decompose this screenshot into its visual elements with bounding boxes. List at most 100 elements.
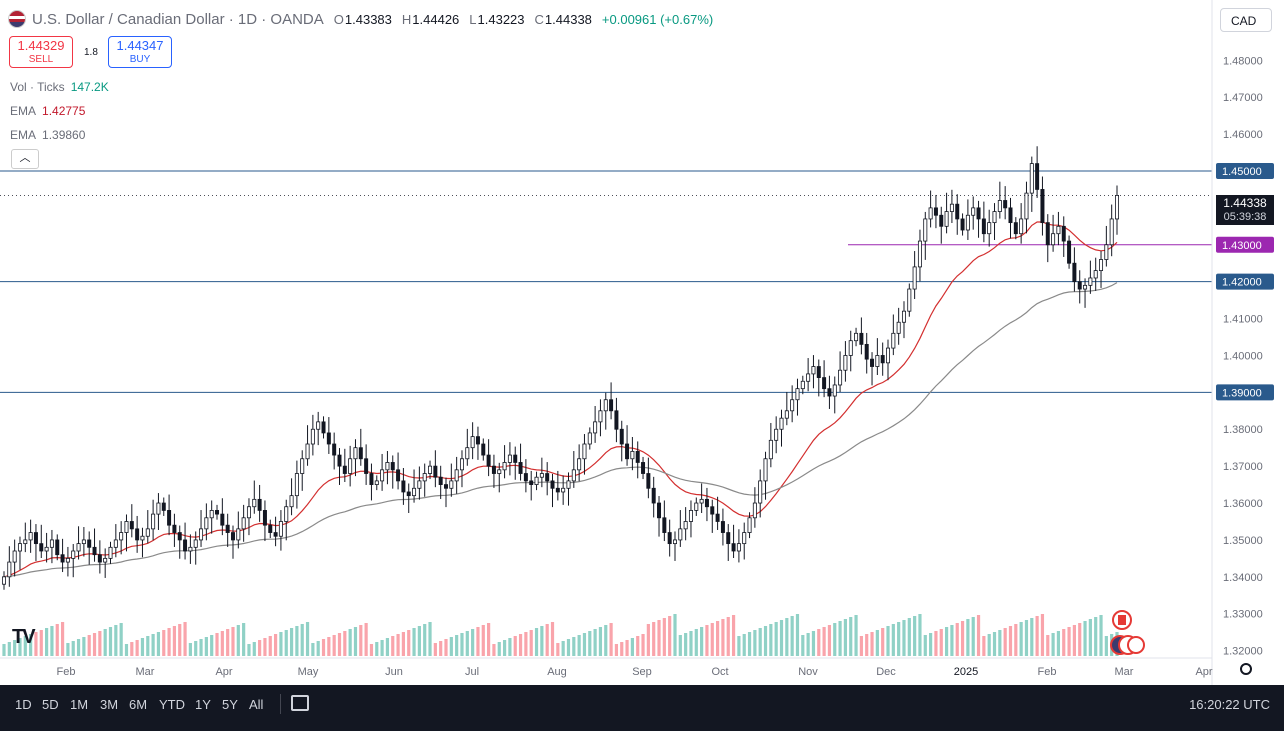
candle[interactable] — [646, 457, 651, 499]
candle[interactable] — [1088, 260, 1093, 294]
timeframe-3m-button[interactable]: 3M — [100, 697, 119, 712]
candle[interactable] — [71, 543, 76, 578]
candle[interactable] — [2, 571, 6, 590]
candle[interactable] — [39, 524, 44, 559]
candle[interactable] — [917, 229, 922, 282]
candle[interactable] — [731, 524, 736, 559]
candle[interactable] — [124, 514, 129, 552]
candle[interactable] — [284, 499, 289, 541]
candle[interactable] — [609, 382, 614, 420]
candle[interactable] — [747, 512, 752, 539]
candle[interactable] — [204, 503, 209, 541]
candle[interactable] — [481, 438, 486, 461]
candle[interactable] — [859, 317, 864, 355]
candle[interactable] — [901, 301, 906, 339]
candle[interactable] — [816, 359, 821, 397]
candle[interactable] — [1051, 214, 1056, 252]
candle[interactable] — [896, 307, 901, 345]
candle[interactable] — [965, 199, 970, 240]
candle[interactable] — [838, 351, 843, 392]
ema-slow-legend[interactable]: EMA 1.39860 — [10, 128, 85, 142]
candle[interactable] — [1019, 203, 1024, 244]
timeframe-6m-button[interactable]: 6M — [129, 697, 148, 712]
candle[interactable] — [337, 448, 342, 485]
candle[interactable] — [641, 456, 646, 480]
candle[interactable] — [976, 200, 981, 238]
candle[interactable] — [981, 201, 986, 243]
candle[interactable] — [582, 434, 587, 475]
timeframe-ytd-button[interactable]: YTD — [159, 697, 185, 712]
candle[interactable] — [140, 527, 145, 558]
candle[interactable] — [65, 546, 70, 577]
candle[interactable] — [662, 500, 667, 542]
candle[interactable] — [289, 478, 294, 516]
candle[interactable] — [933, 194, 938, 229]
candle[interactable] — [465, 428, 470, 466]
candle[interactable] — [928, 190, 933, 228]
candle[interactable] — [470, 422, 475, 460]
candle[interactable] — [1115, 185, 1119, 235]
candle[interactable] — [262, 500, 267, 542]
candle[interactable] — [667, 519, 672, 557]
candle[interactable] — [76, 526, 81, 560]
candle[interactable] — [784, 391, 789, 426]
calendar-range-icon[interactable] — [291, 695, 309, 711]
candle[interactable] — [220, 498, 225, 536]
timeframe-5d-button[interactable]: 5D — [42, 697, 59, 712]
candle[interactable] — [358, 428, 363, 466]
candle[interactable] — [598, 399, 603, 437]
candle[interactable] — [523, 459, 528, 493]
candle[interactable] — [614, 397, 619, 443]
candle[interactable] — [273, 516, 278, 547]
candle[interactable] — [199, 510, 204, 547]
candle[interactable] — [49, 529, 54, 564]
candle[interactable] — [225, 513, 230, 547]
candle[interactable] — [1013, 217, 1018, 240]
candle[interactable] — [108, 541, 113, 564]
candle[interactable] — [342, 448, 347, 483]
candle[interactable] — [1109, 204, 1114, 257]
candle[interactable] — [1099, 251, 1104, 288]
candle[interactable] — [710, 499, 715, 533]
candle[interactable] — [806, 358, 811, 392]
candle[interactable] — [459, 450, 464, 488]
candle[interactable] — [81, 527, 86, 557]
candle[interactable] — [145, 510, 150, 544]
candle[interactable] — [513, 446, 518, 480]
volume-indicator-legend[interactable]: Vol · Ticks 147.2K — [10, 80, 109, 94]
candle[interactable] — [795, 378, 800, 416]
candle[interactable] — [230, 525, 235, 559]
candle[interactable] — [156, 493, 161, 530]
candle[interactable] — [55, 534, 60, 561]
candle[interactable] — [555, 470, 560, 501]
candle[interactable] — [1045, 214, 1050, 263]
currency-selector[interactable]: CAD — [1220, 8, 1272, 32]
candle[interactable] — [619, 420, 624, 462]
candle[interactable] — [790, 385, 795, 423]
candle[interactable] — [603, 392, 608, 430]
candle[interactable] — [539, 457, 544, 488]
candle[interactable] — [417, 466, 422, 500]
candle[interactable] — [353, 439, 358, 477]
candle[interactable] — [444, 477, 449, 508]
candle[interactable] — [135, 515, 140, 553]
candle[interactable] — [60, 538, 65, 573]
candle[interactable] — [369, 463, 374, 501]
candle[interactable] — [763, 451, 768, 500]
candle[interactable] — [886, 339, 891, 381]
candle[interactable] — [188, 534, 193, 564]
candle[interactable] — [854, 327, 859, 347]
candle[interactable] — [534, 471, 539, 491]
candle[interactable] — [593, 406, 598, 443]
candle[interactable] — [768, 422, 773, 468]
candle[interactable] — [1077, 270, 1082, 304]
candle[interactable] — [752, 487, 757, 528]
candle[interactable] — [635, 441, 640, 479]
candle[interactable] — [688, 500, 693, 538]
candle[interactable] — [305, 425, 310, 466]
candle[interactable] — [571, 451, 576, 488]
candle[interactable] — [742, 522, 747, 560]
candle[interactable] — [1035, 146, 1040, 198]
candle[interactable] — [912, 251, 917, 300]
